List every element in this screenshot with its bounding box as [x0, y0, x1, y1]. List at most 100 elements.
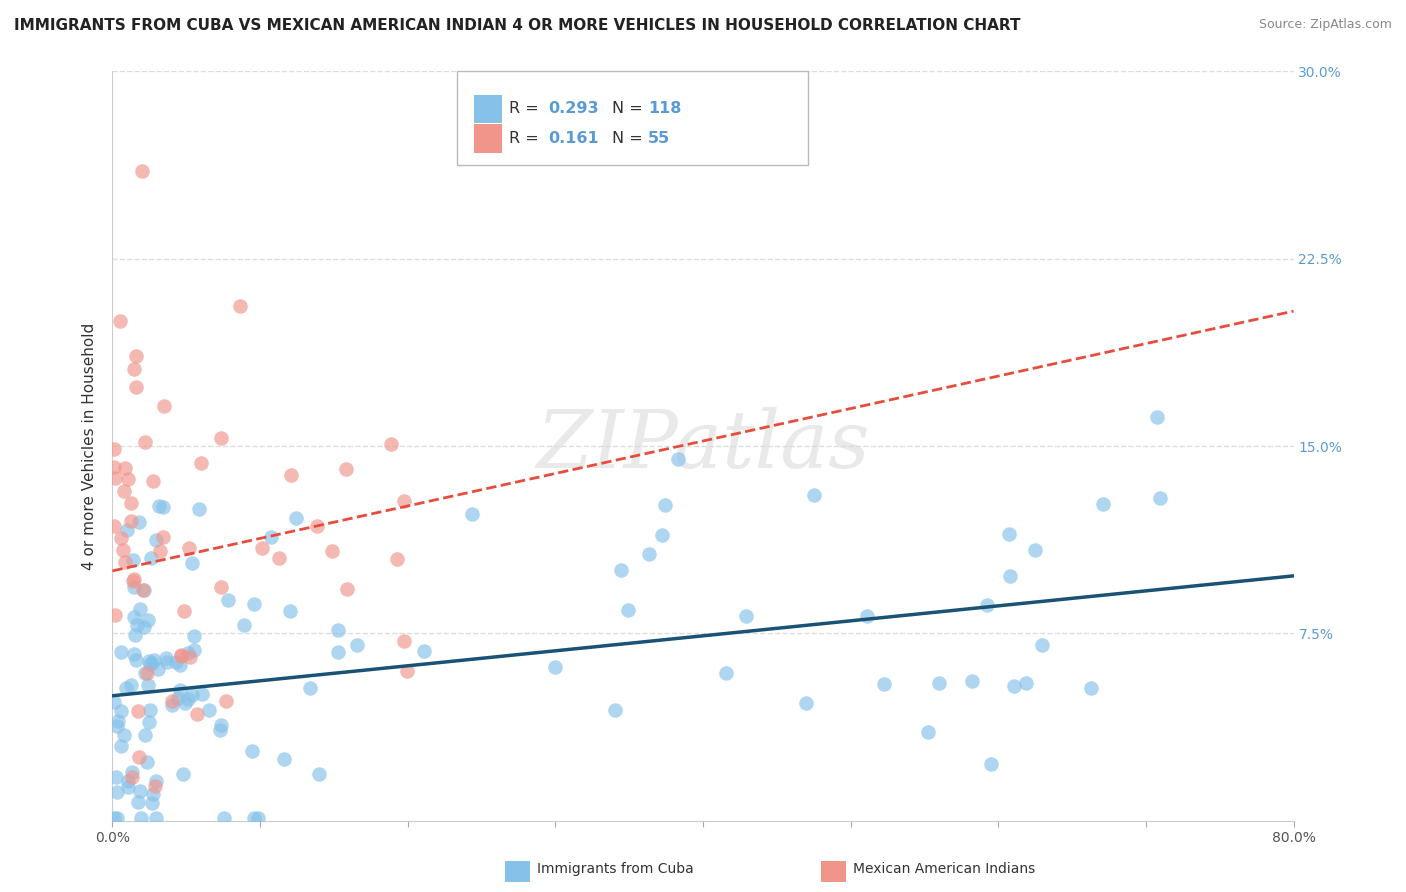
Point: [152, 399, 174, 413]
Point: [120, 496, 142, 510]
Point: [714, 666, 737, 681]
Point: [138, 657, 160, 671]
Point: [243, 811, 266, 825]
Point: [103, 460, 125, 475]
Point: [127, 795, 149, 809]
Point: [917, 725, 939, 739]
Point: [145, 774, 167, 789]
Point: [149, 543, 172, 558]
Point: [1002, 679, 1025, 693]
Point: [461, 508, 484, 522]
Point: [156, 655, 179, 669]
Point: [177, 646, 200, 660]
Point: [177, 541, 200, 556]
Point: [617, 603, 640, 617]
Point: [191, 687, 214, 701]
Point: [117, 472, 139, 486]
Point: [124, 652, 146, 666]
Point: [172, 767, 194, 781]
Point: [124, 362, 146, 376]
Point: [734, 608, 756, 623]
Point: [197, 703, 219, 717]
Point: [125, 380, 148, 394]
Point: [105, 719, 128, 733]
Point: [240, 744, 263, 758]
Point: [638, 547, 661, 561]
Point: [544, 660, 567, 674]
Point: [103, 442, 125, 457]
Point: [794, 696, 817, 710]
Point: [183, 643, 205, 657]
Point: [170, 648, 193, 662]
Point: [145, 533, 167, 548]
Point: [121, 770, 143, 784]
Point: [142, 474, 165, 488]
Point: [209, 718, 232, 732]
Point: [187, 502, 209, 516]
Point: [176, 692, 198, 706]
Point: [104, 607, 127, 622]
Point: [145, 811, 167, 825]
Point: [135, 755, 157, 769]
Point: [336, 582, 359, 596]
Point: [326, 644, 349, 658]
Point: [148, 499, 170, 513]
Point: [128, 783, 150, 797]
Point: [190, 456, 212, 470]
Point: [413, 643, 436, 657]
Point: [134, 665, 156, 680]
Point: [141, 796, 163, 810]
Point: [136, 678, 159, 692]
Point: [131, 164, 153, 178]
Point: [212, 811, 235, 825]
Text: R =: R =: [509, 131, 544, 145]
Text: Mexican American Indians: Mexican American Indians: [853, 862, 1036, 876]
Point: [103, 811, 125, 825]
Text: Immigrants from Cuba: Immigrants from Cuba: [537, 862, 693, 876]
Point: [134, 434, 156, 449]
Point: [127, 704, 149, 718]
Point: [110, 645, 132, 659]
Point: [121, 574, 143, 589]
Point: [280, 467, 302, 482]
Point: [651, 528, 673, 542]
Point: [321, 544, 343, 558]
Point: [121, 765, 143, 780]
Point: [138, 654, 160, 668]
Point: [873, 677, 896, 691]
Point: [115, 681, 138, 695]
Point: [181, 688, 204, 702]
Point: [267, 551, 290, 566]
Text: 0.161: 0.161: [548, 131, 599, 145]
Point: [112, 728, 135, 742]
Point: [108, 314, 131, 328]
Point: [998, 569, 1021, 583]
Point: [173, 604, 195, 618]
Point: [124, 580, 146, 594]
Point: [122, 610, 145, 624]
Point: [335, 461, 357, 475]
Point: [232, 618, 254, 632]
Point: [122, 572, 145, 586]
Point: [1149, 491, 1171, 505]
Point: [139, 703, 162, 717]
Point: [160, 694, 183, 708]
Point: [179, 650, 201, 665]
Point: [117, 780, 139, 794]
Point: [120, 514, 142, 528]
Point: [278, 604, 301, 618]
Point: [114, 555, 136, 569]
Y-axis label: 4 or more Vehicles in Household: 4 or more Vehicles in Household: [82, 322, 97, 570]
Point: [110, 532, 132, 546]
Point: [209, 580, 232, 594]
Point: [124, 349, 146, 363]
Point: [128, 515, 150, 529]
Text: N =: N =: [612, 102, 648, 116]
Point: [121, 553, 143, 567]
Point: [181, 556, 204, 570]
Point: [110, 739, 132, 754]
Text: IMMIGRANTS FROM CUBA VS MEXICAN AMERICAN INDIAN 4 OR MORE VEHICLES IN HOUSEHOLD : IMMIGRANTS FROM CUBA VS MEXICAN AMERICAN…: [14, 18, 1021, 33]
Point: [654, 498, 676, 512]
Point: [155, 651, 177, 665]
Point: [169, 657, 191, 672]
